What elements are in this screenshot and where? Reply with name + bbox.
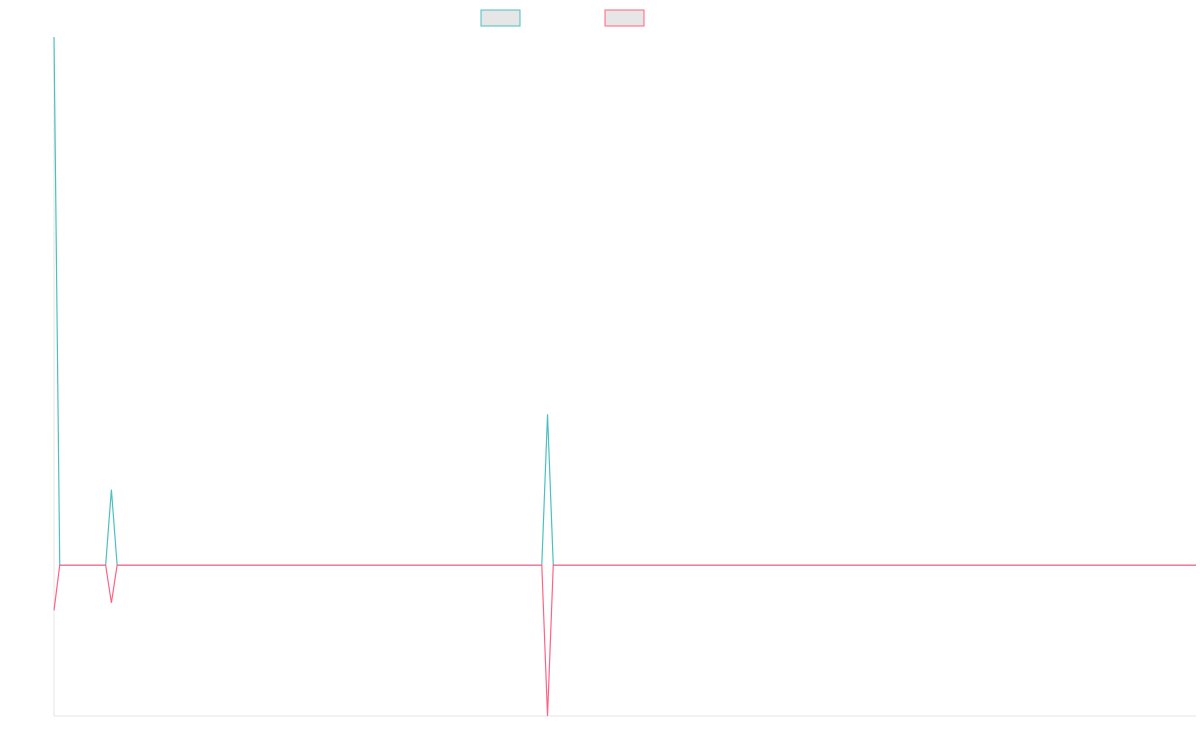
legend-item-2[interactable] <box>604 9 645 27</box>
series-1-line <box>53 36 1196 566</box>
legend-swatch-1 <box>480 9 521 27</box>
legend-item-1[interactable] <box>480 9 521 27</box>
series-2-line <box>53 564 1196 717</box>
legend-swatch-2 <box>604 9 645 27</box>
